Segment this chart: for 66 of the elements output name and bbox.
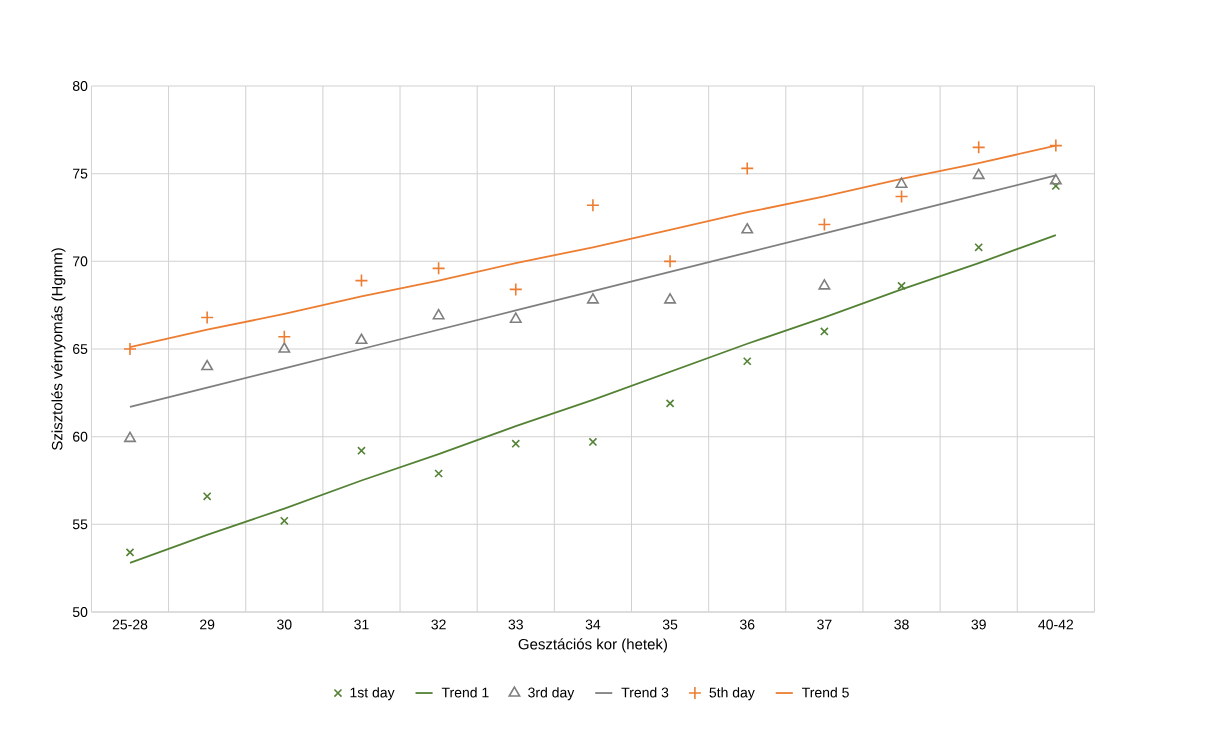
point (895, 177, 908, 188)
y-tick-label: 65 (73, 344, 88, 354)
point (201, 359, 214, 371)
x-tick-label: 31 (354, 619, 369, 630)
x-tick-label: 36 (739, 619, 755, 630)
y-tick-label: 80 (72, 81, 88, 91)
legend-label: Trend 3 (621, 687, 669, 698)
x-tick-label: 32 (431, 619, 446, 630)
point (431, 261, 446, 276)
y-tick-label: 50 (72, 607, 88, 617)
x-tick-label: 40-42 (1038, 619, 1074, 630)
point (277, 329, 292, 344)
point (354, 273, 369, 288)
x-tick-label: 29 (200, 619, 215, 630)
point (971, 140, 986, 155)
y-tick-label: 60 (73, 431, 88, 442)
x-tick-label: 38 (894, 619, 909, 630)
point (740, 161, 755, 176)
point (586, 293, 599, 304)
legend-label: 5th day (709, 687, 755, 701)
point (741, 222, 754, 234)
point (972, 168, 985, 180)
legend-label: Trend 1 (441, 687, 489, 698)
x-tick-label: 33 (508, 619, 523, 630)
x-tick-label: 30 (277, 619, 292, 630)
point (432, 308, 445, 320)
point (897, 281, 906, 291)
y-tick-label: 75 (73, 168, 88, 179)
x-tick-label: 39 (971, 619, 986, 630)
x-tick-label: 34 (585, 619, 601, 630)
x-tick-label: 25-28 (112, 619, 148, 630)
legend-label: 1st day (350, 687, 395, 701)
point (820, 327, 829, 336)
x-tick-label: 35 (662, 619, 678, 630)
y-tick-label: 70 (73, 256, 88, 267)
point (355, 333, 368, 345)
point (817, 217, 832, 232)
point (1051, 181, 1061, 191)
point (588, 437, 598, 447)
point (508, 282, 523, 297)
legend-label: 3rd day (528, 687, 575, 701)
point (124, 431, 136, 443)
point (1049, 138, 1063, 153)
point (586, 198, 600, 213)
x-axis-title: Gesztációs kor (hetek) (518, 638, 667, 653)
point (509, 312, 522, 323)
point (974, 242, 984, 252)
point (663, 254, 677, 269)
point (279, 516, 289, 526)
point (278, 342, 291, 353)
y-axis-title: Szisztolés vérnyomás (Hgmm) (51, 248, 66, 451)
point (511, 439, 521, 449)
point (434, 469, 443, 478)
point (742, 356, 752, 366)
legend-label: Trend 5 (802, 687, 849, 698)
x-tick-label: 37 (817, 619, 832, 630)
point (202, 491, 212, 501)
point (665, 399, 675, 408)
point (357, 446, 366, 456)
point (818, 279, 831, 290)
point (125, 548, 135, 557)
point (200, 310, 214, 325)
point (123, 342, 137, 356)
y-tick-label: 55 (72, 519, 88, 530)
point (664, 293, 677, 304)
point (894, 189, 909, 204)
